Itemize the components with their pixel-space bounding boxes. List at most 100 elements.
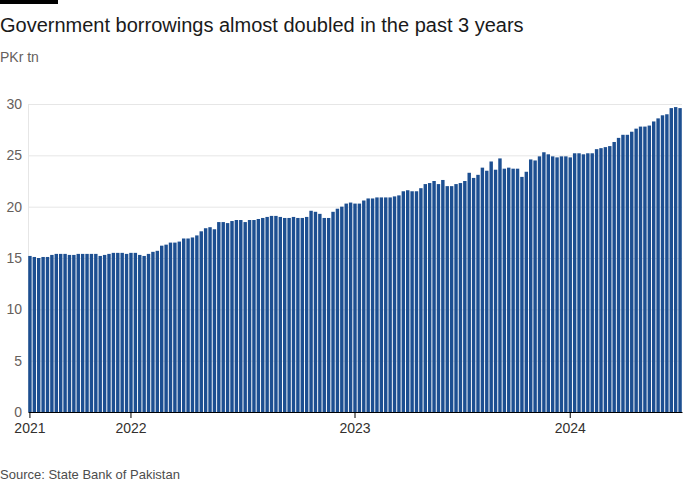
y-tick-label: 20: [6, 199, 22, 215]
bar: [274, 216, 277, 412]
bar: [200, 231, 203, 412]
bar: [366, 198, 369, 412]
bar: [599, 148, 602, 412]
bar: [160, 246, 163, 412]
bar: [670, 108, 673, 412]
bar: [564, 156, 567, 412]
bar: [424, 184, 427, 412]
bar: [415, 191, 418, 412]
y-tick: 30: [6, 96, 682, 112]
bar: [516, 169, 519, 412]
bar: [652, 121, 655, 412]
bar: [208, 227, 211, 412]
bar: [156, 251, 159, 412]
bar: [489, 161, 492, 412]
bar: [173, 243, 176, 412]
bar: [138, 255, 141, 412]
x-tick-mark: [130, 412, 131, 418]
bar: [648, 126, 651, 412]
bar: [230, 221, 233, 412]
bar: [388, 197, 391, 412]
bar: [551, 156, 554, 412]
bar: [626, 135, 629, 412]
bar: [287, 218, 290, 412]
bar: [661, 115, 664, 412]
bar: [542, 152, 545, 412]
bar: [485, 171, 488, 412]
bar: [665, 114, 668, 412]
bar: [393, 196, 396, 412]
bar: [608, 146, 611, 412]
bar: [112, 253, 115, 412]
bar: [33, 257, 36, 412]
bar: [621, 135, 624, 412]
bar: [85, 254, 88, 412]
bar: [428, 183, 431, 412]
bar: [604, 147, 607, 412]
bar: [195, 235, 198, 412]
bar: [142, 256, 145, 412]
bar: [525, 172, 528, 412]
y-tick-label: 25: [6, 147, 22, 163]
x-tick: 2021: [14, 412, 45, 436]
bar: [503, 169, 506, 412]
bar: [129, 253, 132, 412]
bar: [204, 228, 207, 412]
bar: [81, 254, 84, 412]
x-tick-mark: [355, 412, 356, 418]
bar: [358, 204, 361, 412]
bar: [375, 197, 378, 412]
bar: [261, 218, 264, 412]
decoration: [0, 0, 58, 4]
bar: [213, 229, 216, 412]
bar: [46, 257, 49, 412]
bar: [191, 237, 194, 412]
y-axis: 051015202530: [6, 96, 682, 420]
bar: [323, 218, 326, 412]
bar: [292, 217, 295, 412]
bar: [301, 218, 304, 412]
bar: [248, 220, 251, 412]
bar: [569, 157, 572, 412]
bar: [318, 214, 321, 412]
x-tick: 2024: [555, 412, 586, 436]
bar: [419, 188, 422, 412]
bar: [265, 217, 268, 412]
x-tick: 2023: [339, 412, 370, 436]
bar: [630, 132, 633, 412]
x-tick-label: 2022: [115, 420, 146, 436]
bar: [410, 191, 413, 412]
bar: [494, 170, 497, 412]
bar: [178, 242, 181, 412]
bar: [533, 160, 536, 412]
bar: [327, 218, 330, 412]
x-tick-label: 2023: [339, 420, 370, 436]
bar: [481, 168, 484, 412]
bar: [560, 156, 563, 412]
bar: [432, 181, 435, 412]
bar: [252, 220, 255, 412]
bar: [371, 198, 374, 412]
bar: [573, 153, 576, 412]
bar: [547, 154, 550, 412]
bar: [90, 254, 93, 412]
bar: [116, 253, 119, 412]
y-tick-label: 0: [14, 404, 22, 420]
bar: [437, 184, 440, 412]
bar: [529, 159, 532, 412]
bar: [125, 254, 128, 412]
bar: [353, 204, 356, 412]
bar: [476, 175, 479, 412]
bar: [257, 219, 260, 412]
bar: [134, 253, 137, 412]
y-tick-label: 10: [6, 301, 22, 317]
bar: [498, 158, 501, 412]
bar: [77, 254, 80, 412]
bar: [380, 197, 383, 412]
bar: [595, 149, 598, 412]
bar: [169, 243, 172, 412]
bar: [28, 256, 31, 412]
bar: [555, 157, 558, 412]
bar: [50, 255, 53, 412]
bar: [446, 186, 449, 412]
